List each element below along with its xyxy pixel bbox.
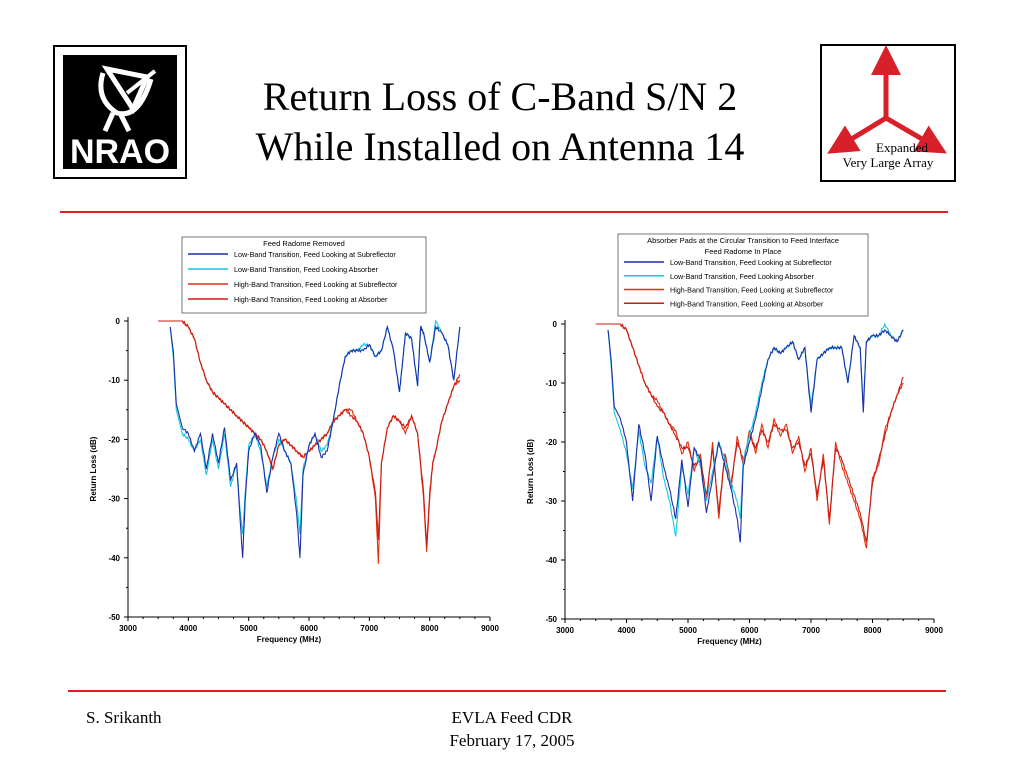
- x-tick-label: 7000: [802, 626, 820, 635]
- legend-title: Absorber Pads at the Circular Transition…: [647, 236, 839, 245]
- legend-label: Low-Band Transition, Feed Looking at Sub…: [234, 250, 396, 259]
- x-tick-label: 3000: [119, 624, 137, 633]
- legend-box: [617, 233, 869, 317]
- legend-box: [181, 236, 427, 314]
- legend-label: High-Band Transition, Feed Looking at Ab…: [670, 299, 824, 308]
- series-line: [607, 322, 904, 537]
- x-axis-label: Frequency (MHz): [697, 637, 762, 646]
- chart-right-svg: 0 -10 -20 -30 -40 -50 3000 4000 5000 6000 7000 8000…: [526, 233, 943, 646]
- legend-label: High-Band Transition, Feed Looking at Su…: [670, 286, 834, 295]
- y-tick-label: -20: [545, 438, 557, 447]
- series-line: [169, 324, 461, 558]
- legend-label: High-Band Transition, Feed Looking at Su…: [234, 280, 398, 289]
- legend-label: Low-Band Transition, Feed Looking Absorb…: [234, 265, 378, 274]
- evla-logo: Expanded Very Large Array: [820, 44, 956, 182]
- y-tick-label: -40: [545, 556, 557, 565]
- y-tick-label: -50: [545, 615, 557, 624]
- x-tick-label: 6000: [741, 626, 759, 635]
- chart-right: 0 -10 -20 -30 -40 -50 3000 4000 5000 6000 7000 8000…: [512, 230, 952, 675]
- x-tick-label: 3000: [556, 626, 574, 635]
- footer-author: S. Srikanth: [86, 708, 162, 727]
- x-tick-label: 4000: [179, 624, 197, 633]
- x-tick-label: 8000: [864, 626, 882, 635]
- series-line: [595, 323, 904, 549]
- y-tick-label: -20: [108, 435, 120, 444]
- y-axis-label: Return Loss (dB): [526, 439, 535, 504]
- y-tick-label: 0: [116, 317, 121, 326]
- x-tick-label: 4000: [618, 626, 636, 635]
- y-tick-label: -40: [108, 554, 120, 563]
- legend-title: Feed Radome In Place: [705, 247, 782, 256]
- x-axis-label: Frequency (MHz): [257, 635, 322, 644]
- y-tick-label: -50: [108, 613, 120, 622]
- y-axis-label: Return Loss (dB): [89, 436, 98, 501]
- legend-label: Low-Band Transition, Feed Looking Absorb…: [670, 272, 814, 281]
- x-tick-label: 9000: [481, 624, 499, 633]
- y-tick-label: -30: [545, 497, 557, 506]
- evla-logo-graphic: Expanded Very Large Array: [827, 45, 947, 170]
- series-line: [158, 320, 461, 547]
- y-tick-label: -10: [108, 376, 120, 385]
- slide-title-line2: While Installed on Antenna 14: [255, 124, 745, 169]
- footer-event: EVLA Feed CDR: [451, 708, 573, 727]
- evla-logo-line1: Expanded: [876, 140, 928, 155]
- x-tick-label: 9000: [925, 626, 943, 635]
- x-tick-label: 6000: [300, 624, 318, 633]
- bottom-divider: [68, 690, 946, 692]
- top-divider: [60, 211, 948, 213]
- legend-label: High-Band Transition, Feed Looking at Ab…: [234, 295, 388, 304]
- y-tick-label: 0: [553, 320, 558, 329]
- y-tick-label: -30: [108, 495, 120, 504]
- series-line: [595, 323, 904, 543]
- x-tick-label: 5000: [679, 626, 697, 635]
- chart-left-svg: 0 -10 -20 -30 -40 -50 3000 4000 5000 6000 7000 8000…: [89, 236, 499, 644]
- x-tick-label: 5000: [240, 624, 258, 633]
- x-tick-label: 8000: [421, 624, 439, 633]
- series-line: [607, 328, 904, 543]
- series-line: [169, 319, 461, 535]
- slide-title-line1: Return Loss of C-Band S/N 2: [262, 74, 738, 119]
- nrao-logo-graphic: NRAO: [63, 55, 177, 171]
- evla-logo-line2: Very Large Array: [843, 155, 934, 170]
- legend-label: Low-Band Transition, Feed Looking at Sub…: [670, 258, 832, 267]
- chart-left: 0 -10 -20 -30 -40 -50 3000 4000 5000 6000 7000 8000…: [78, 228, 508, 673]
- legend-title: Feed Radome Removed: [263, 239, 345, 248]
- y-tick-label: -10: [545, 379, 557, 388]
- footer-date: February 17, 2005: [449, 731, 575, 750]
- nrao-logo-text: NRAO: [70, 133, 170, 171]
- nrao-logo: NRAO: [53, 45, 187, 179]
- x-tick-label: 7000: [360, 624, 378, 633]
